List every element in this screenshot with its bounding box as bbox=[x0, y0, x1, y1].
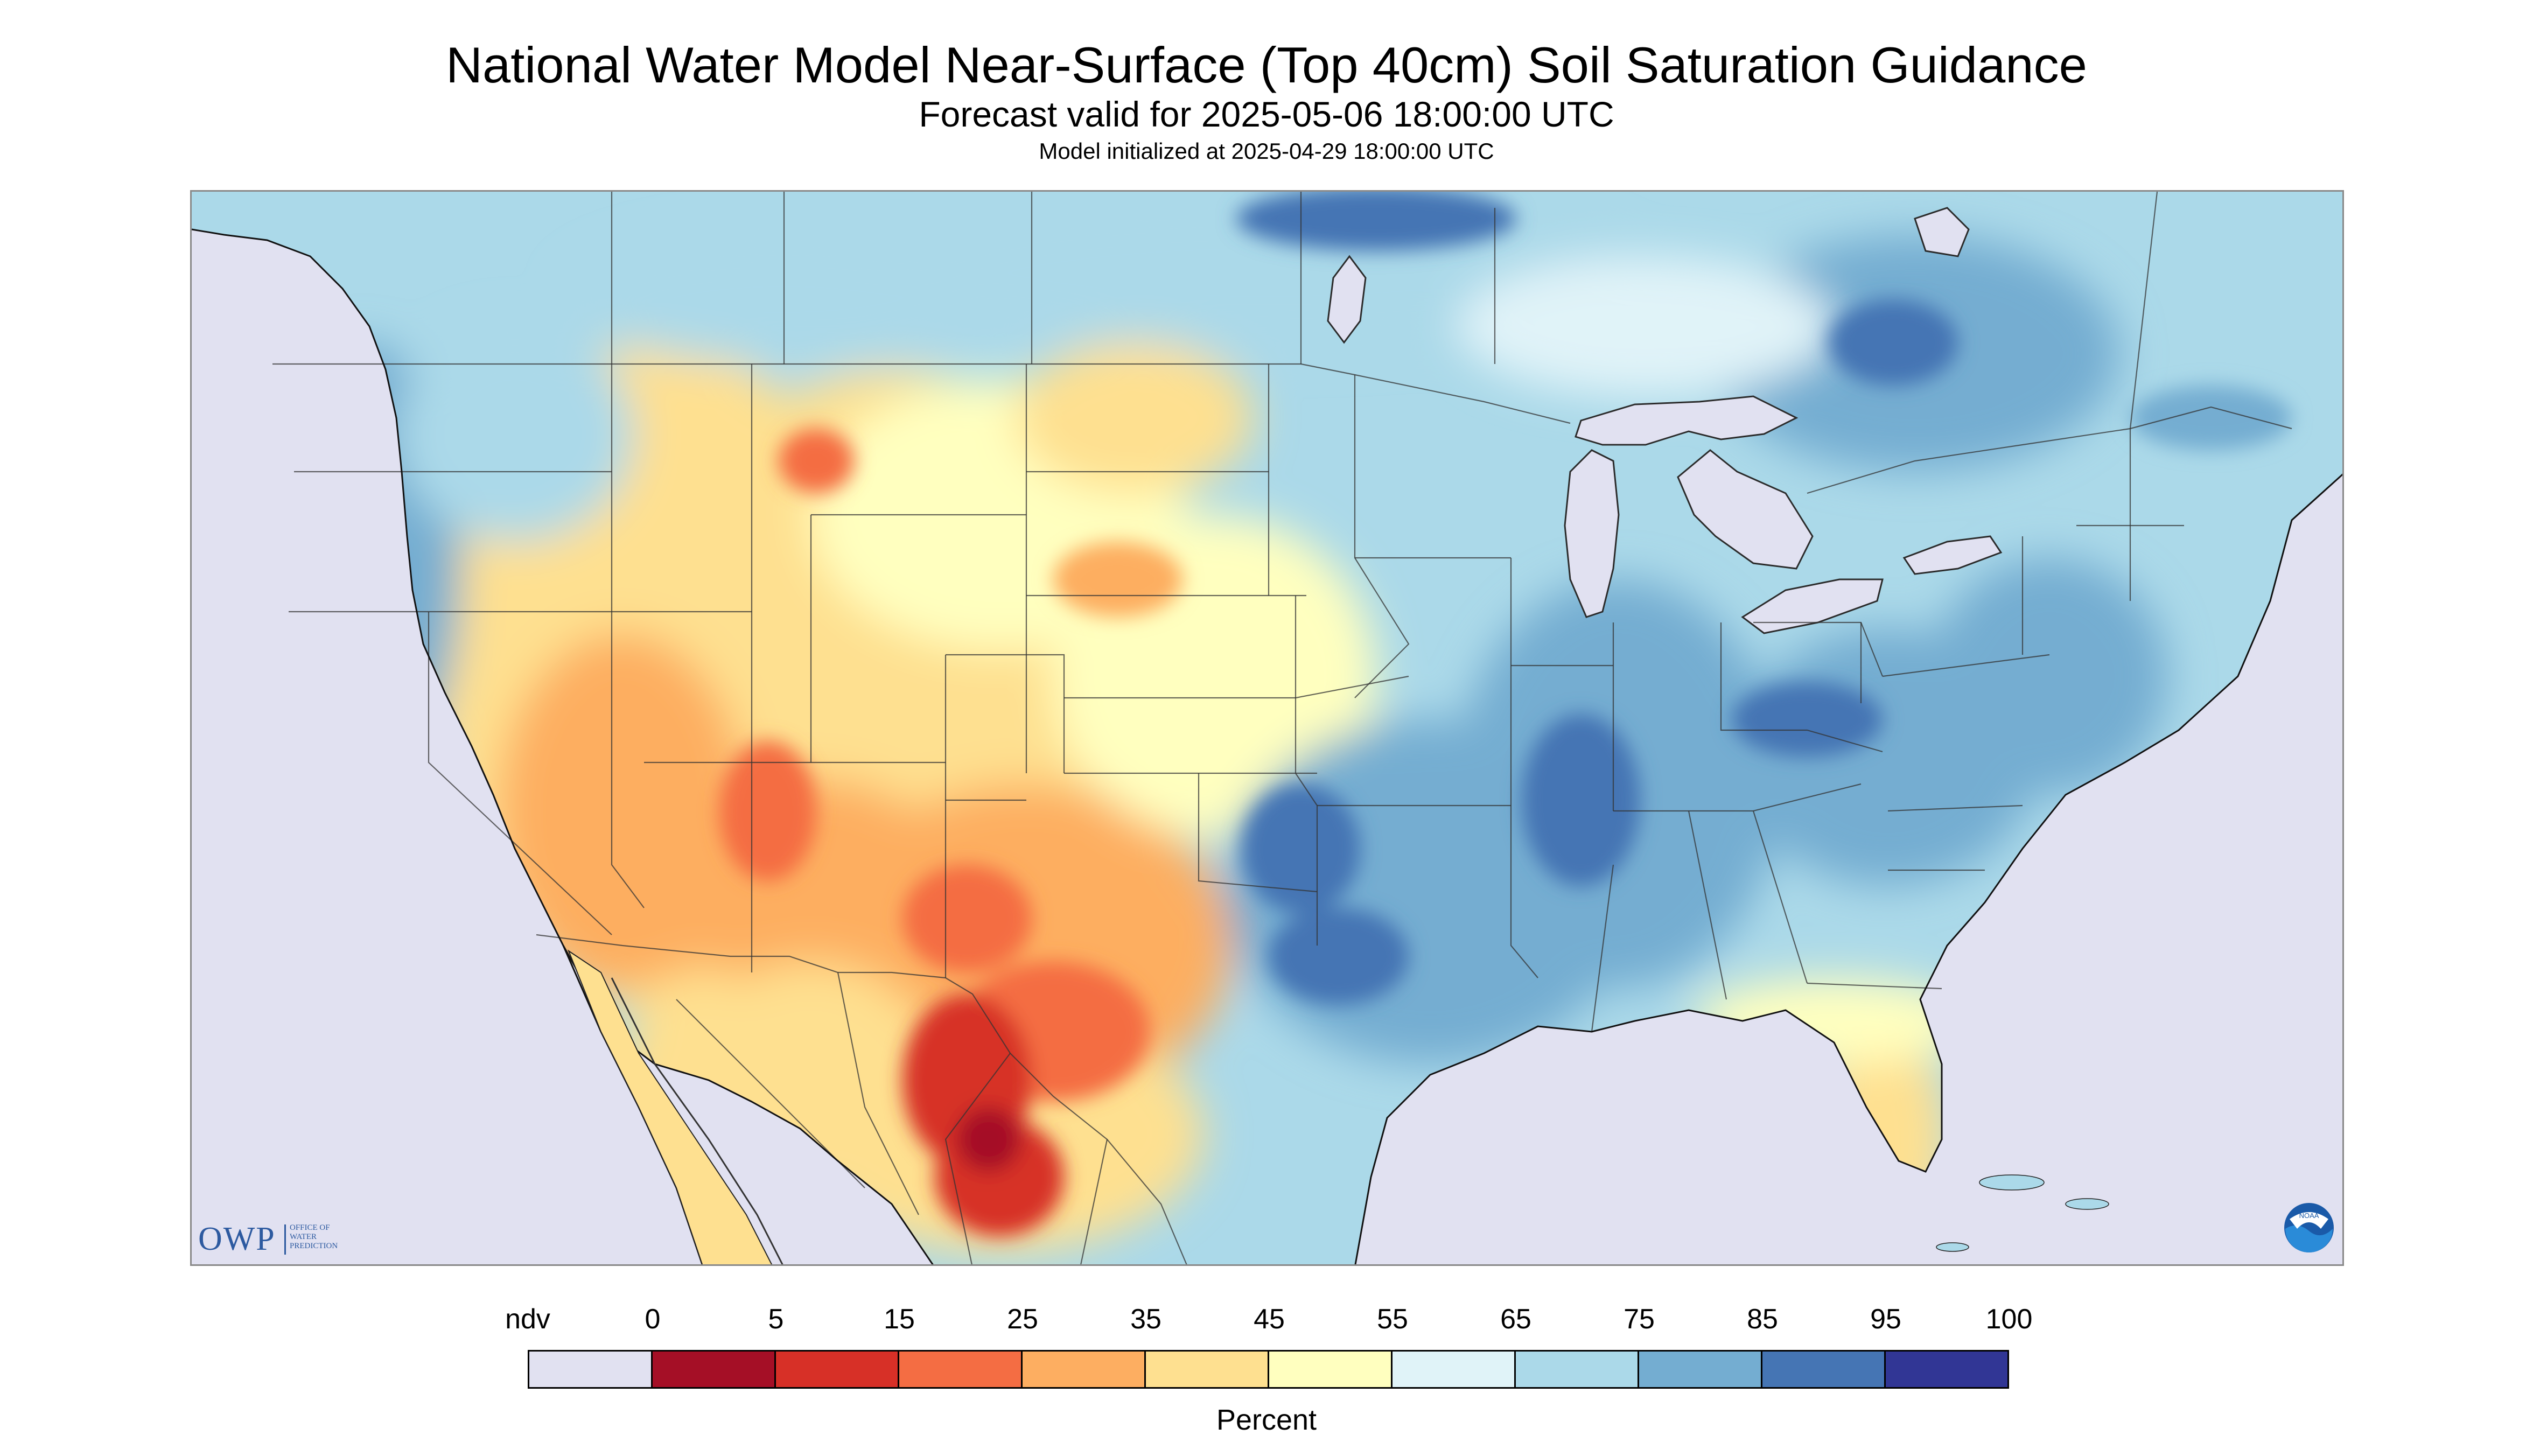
model-init-time: Model initialized at 2025-04-29 18:00:00… bbox=[1039, 138, 1494, 164]
legend-tick-label: 25 bbox=[1007, 1304, 1038, 1335]
legend-swatch bbox=[776, 1352, 899, 1387]
forecast-valid-time: Forecast valid for 2025-05-06 18:00:00 U… bbox=[919, 94, 1614, 134]
legend-swatch bbox=[653, 1352, 776, 1387]
legend-swatch bbox=[529, 1352, 653, 1387]
legend-tick-label: 65 bbox=[1500, 1304, 1531, 1335]
legend-swatch bbox=[1269, 1352, 1393, 1387]
legend-tick-label: 75 bbox=[1624, 1304, 1655, 1335]
legend-tick-label: 45 bbox=[1254, 1304, 1285, 1335]
legend-swatch bbox=[1762, 1352, 1886, 1387]
soil-saturation-map bbox=[190, 190, 2344, 1266]
legend-units: Percent bbox=[1216, 1404, 1317, 1436]
legend-tick-label: 15 bbox=[884, 1304, 915, 1335]
legend-tick-label: 85 bbox=[1747, 1304, 1778, 1335]
legend-swatch bbox=[1639, 1352, 1762, 1387]
legend-labels: ndv 0 5 15 25 35 45 55 65 75 85 95 100 bbox=[0, 1303, 2533, 1341]
legend-tick-label: 35 bbox=[1130, 1304, 1161, 1335]
legend-swatch bbox=[899, 1352, 1023, 1387]
svg-text:NOAA: NOAA bbox=[2299, 1212, 2319, 1220]
noaa-logo: NOAA bbox=[2282, 1201, 2336, 1255]
legend-colorbar bbox=[528, 1350, 2009, 1389]
legend-tick-label: 95 bbox=[1870, 1304, 1901, 1335]
legend-swatch bbox=[1146, 1352, 1269, 1387]
legend-tick-label: 100 bbox=[1985, 1304, 2033, 1335]
legend-tick-label: 5 bbox=[768, 1304, 784, 1335]
legend-tick-label: 0 bbox=[645, 1304, 661, 1335]
legend-swatch bbox=[1393, 1352, 1516, 1387]
owp-logo-abbrev: OWP bbox=[198, 1221, 276, 1257]
legend-swatch bbox=[1886, 1352, 2007, 1387]
legend-tick-label: 55 bbox=[1377, 1304, 1408, 1335]
owp-logo: OWP OFFICE OF WATER PREDICTION bbox=[198, 1221, 376, 1259]
owp-logo-fulltext: OFFICE OF WATER PREDICTION bbox=[290, 1223, 338, 1250]
legend-swatch bbox=[1516, 1352, 1639, 1387]
legend-swatch bbox=[1023, 1352, 1146, 1387]
owp-logo-divider bbox=[284, 1224, 286, 1255]
page-title: National Water Model Near-Surface (Top 4… bbox=[446, 37, 2087, 93]
legend-tick-label: ndv bbox=[505, 1304, 550, 1335]
